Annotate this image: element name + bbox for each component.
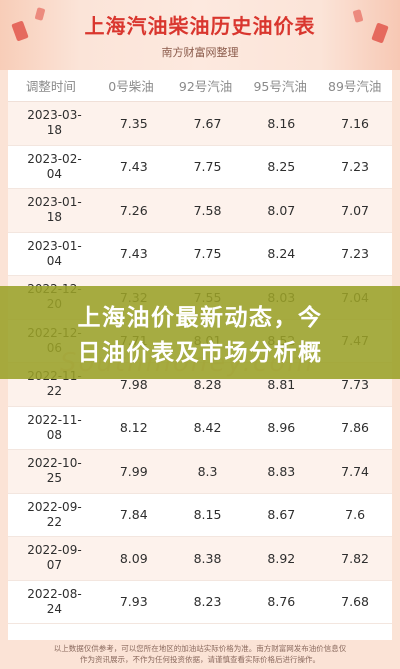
cell-date: 2022-08- 24 — [8, 587, 97, 617]
cell-gas92: 8.38 — [193, 550, 222, 566]
cell-date: 2022-11- 08 — [8, 413, 97, 443]
banner-line-2: 日油价表及市场分析概 — [77, 340, 323, 366]
cell-gas92: 7.58 — [193, 202, 222, 218]
table-row: 2022-09- 22 7.84 8.15 8.67 7.6 — [8, 493, 392, 537]
cell-gas92: 8.15 — [193, 507, 222, 523]
cell-date-line2: 04 — [46, 166, 63, 181]
cell-gas92: 7.75 — [193, 246, 222, 262]
cell-diesel0: 7.99 — [119, 463, 148, 479]
table-row: 2023-03- 18 7.35 7.67 8.16 7.16 — [8, 102, 392, 146]
cell-gas89: 7.86 — [341, 420, 370, 436]
cell-gas89: 7.68 — [341, 594, 370, 610]
cell-date-line1: 2023-02- — [27, 151, 82, 166]
cell-date-line2: 18 — [46, 210, 63, 225]
cell-date-line1: 2022-09- — [27, 543, 82, 558]
cell-date: 2023-01- 04 — [8, 239, 97, 269]
cell-gas92: 8.42 — [193, 420, 222, 436]
table-row: 2022-08- 24 7.93 8.23 8.76 7.68 — [8, 580, 392, 624]
cell-diesel0: 8.09 — [119, 550, 148, 566]
cell-gas92: 8.3 — [197, 463, 218, 479]
cell-diesel0: 7.93 — [119, 594, 148, 610]
cell-date-line2: 04 — [46, 253, 63, 268]
cell-date-line2: 07 — [46, 558, 63, 573]
cell-date: 2023-01- 18 — [8, 195, 97, 225]
table-row: 2022-10- 25 7.99 8.3 8.83 7.74 — [8, 450, 392, 494]
cell-date: 2023-03- 18 — [8, 108, 97, 138]
footer-disclaimer: 以上数据仅供参考，可以您所在地区的加油站实际价格为准。南方财富网发布油价信息仅 … — [0, 640, 400, 669]
cell-gas89: 7.74 — [341, 463, 370, 479]
cell-gas89: 7.6 — [345, 507, 366, 523]
cell-date-line1: 2023-03- — [27, 108, 82, 123]
cell-date-line2: 22 — [46, 514, 63, 529]
column-header-date: 调整时间 — [25, 79, 76, 94]
cell-diesel0: 7.43 — [119, 159, 148, 175]
overlay-banner: 上海油价最新动态，今 日油价表及市场分析概 — [0, 286, 400, 379]
cell-gas95: 8.07 — [267, 202, 296, 218]
column-header-gas92: 92号汽油 — [178, 79, 233, 94]
table-row: 2022-09- 07 8.09 8.38 8.92 7.82 — [8, 537, 392, 581]
cell-gas92: 8.28 — [193, 376, 222, 392]
cell-date: 2022-09- 22 — [8, 500, 97, 530]
cell-date-line1: 2022-08- — [27, 586, 82, 601]
cell-gas89: 7.73 — [341, 376, 370, 392]
page-subtitle: 南方财富网整理 — [161, 46, 239, 59]
cell-date-line1: 2023-01- — [27, 195, 82, 210]
cell-diesel0: 7.84 — [119, 507, 148, 523]
cell-diesel0: 7.98 — [119, 376, 148, 392]
table-row: 2023-02- 04 7.43 7.75 8.25 7.23 — [8, 145, 392, 189]
cell-gas95: 8.76 — [267, 594, 296, 610]
table-row: 2022-11- 08 8.12 8.42 8.96 7.86 — [8, 406, 392, 450]
cell-gas95: 8.67 — [267, 507, 296, 523]
cell-gas89: 7.82 — [341, 550, 370, 566]
cell-date-line2: 08 — [46, 427, 63, 442]
cell-gas95: 8.92 — [267, 550, 296, 566]
cell-gas95: 8.83 — [267, 463, 296, 479]
cell-gas95: 8.24 — [267, 246, 296, 262]
cell-gas89: 7.16 — [341, 115, 370, 131]
column-header-gas95: 95号汽油 — [253, 79, 307, 94]
cell-date: 2023-02- 04 — [8, 152, 97, 182]
banner-line-1: 上海油价最新动态，今 — [77, 305, 323, 331]
cell-date: 2022-10- 25 — [8, 456, 97, 486]
table-header: 调整时间 0号柴油 92号汽油 95号汽油 89号汽油 — [8, 70, 392, 102]
cell-date-line2: 18 — [46, 123, 63, 138]
cell-date-line1: 2022-11- — [27, 412, 82, 427]
cell-gas89: 7.23 — [341, 159, 370, 175]
cell-gas92: 8.23 — [193, 594, 222, 610]
header: 上海汽油柴油历史油价表 南方财富网整理 — [0, 0, 400, 70]
cell-date-line1: 2022-10- — [27, 456, 82, 471]
cell-date-line1: 2023-01- — [27, 238, 82, 253]
cell-gas89: 7.07 — [341, 202, 370, 218]
cell-date-line2: 22 — [46, 384, 63, 399]
footer-line-1: 以上数据仅供参考，可以您所在地区的加油站实际价格为准。南方财富网发布油价信息仅 — [53, 644, 347, 653]
cell-gas89: 7.23 — [341, 246, 370, 262]
table-row: 2023-01- 04 7.43 7.75 8.24 7.23 — [8, 232, 392, 276]
cell-gas95: 8.25 — [267, 159, 296, 175]
cell-diesel0: 7.43 — [119, 246, 148, 262]
cell-gas92: 7.75 — [193, 159, 222, 175]
column-header-gas89: 89号汽油 — [328, 79, 382, 94]
cell-diesel0: 8.12 — [119, 420, 148, 436]
cell-date-line2: 24 — [46, 601, 63, 616]
cell-date-line2: 25 — [46, 471, 63, 486]
cell-gas95: 8.81 — [267, 376, 296, 392]
footer-line-2: 作为资讯展示，不作为任何投资依据，请谨慎查看实际价格后进行操作。 — [80, 655, 320, 664]
cell-diesel0: 7.35 — [119, 115, 148, 131]
page-title: 上海汽油柴油历史油价表 — [84, 14, 316, 38]
table-row: 2023-01- 18 7.26 7.58 8.07 7.07 — [8, 189, 392, 233]
cell-date-line1: 2022-09- — [27, 499, 82, 514]
cell-gas95: 8.96 — [267, 420, 296, 436]
cell-gas95: 8.16 — [267, 115, 296, 131]
cell-diesel0: 7.26 — [119, 202, 148, 218]
column-header-diesel0: 0号柴油 — [108, 79, 154, 94]
cell-date: 2022-09- 07 — [8, 543, 97, 573]
cell-gas92: 7.67 — [193, 115, 222, 131]
